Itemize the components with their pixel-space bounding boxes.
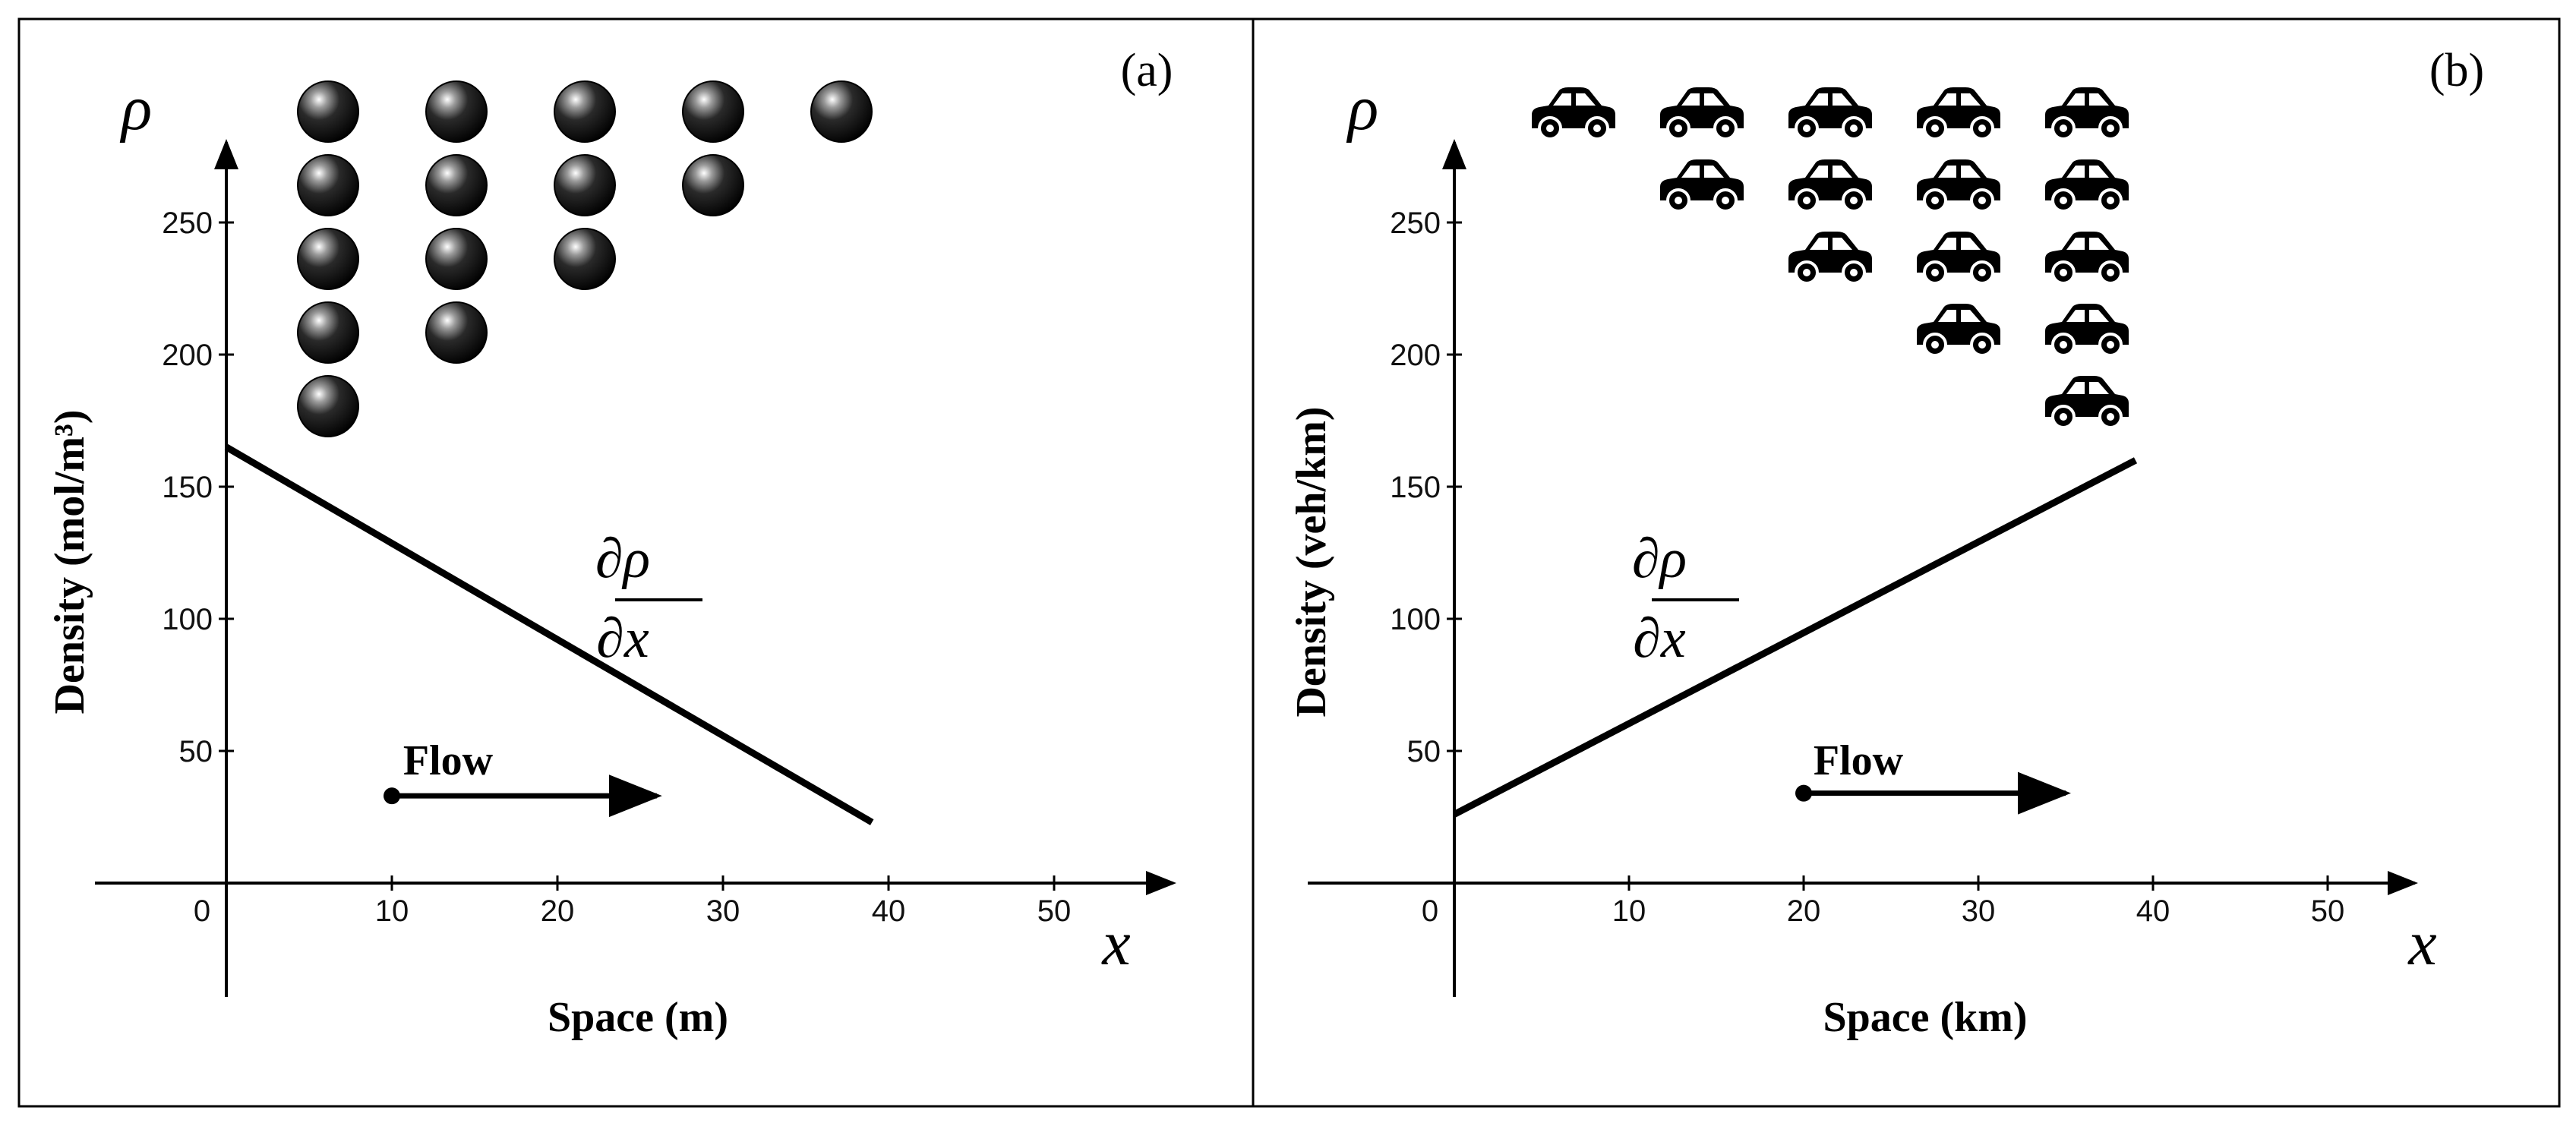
ball-icon (810, 80, 873, 143)
car-icon (2045, 304, 2129, 357)
y-tick-label: 250 (1390, 207, 1441, 240)
ball-icon (554, 228, 616, 290)
y-tick-label: 50 (1407, 735, 1441, 768)
car-icon (1917, 232, 2000, 285)
ball-icon (297, 301, 359, 364)
y-symbol: ρ (1346, 73, 1378, 144)
panel-a: 0 10 20 30 40 50 50 100 150 200 250 (a) ρ x Density (m… (46, 45, 1176, 1041)
ball-icon (297, 154, 359, 216)
panel-b-frame (1252, 17, 2561, 1108)
ball-icon (425, 301, 488, 364)
x-tick-label: 10 (1612, 894, 1646, 928)
panel-label: (b) (2429, 45, 2484, 96)
ball-icon (554, 154, 616, 216)
car-icon (2045, 159, 2129, 213)
ball-icon (682, 80, 744, 143)
y-axis-label: Density (veh/km) (1288, 406, 1335, 717)
derivative-numerator: ∂ρ (1632, 528, 1687, 590)
x-tick-label: 10 (375, 894, 409, 928)
derivative-denominator: ∂x (596, 607, 649, 670)
car-icon (2045, 376, 2129, 429)
x-axis-label: Space (m) (548, 994, 728, 1041)
car-icon (2045, 232, 2129, 285)
ball-icon (297, 228, 359, 290)
x-axis-label: Space (km) (1823, 994, 2027, 1041)
y-tick-label: 200 (162, 339, 213, 372)
car-icon (1788, 159, 1872, 213)
x-tick-label: 40 (2136, 894, 2170, 928)
y-axis-label: Density (mol/m³) (46, 410, 93, 714)
car-icon (2045, 87, 2129, 140)
panel-label: (a) (1121, 45, 1173, 96)
panel-b: 0 10 20 30 40 50 50 100 150 200 250 (b) ρ x Density (v… (1288, 45, 2484, 1041)
y-tick-label: 150 (162, 471, 213, 504)
ball-icon (297, 80, 359, 143)
car-icon (1917, 87, 2000, 140)
density-line (1452, 457, 2138, 818)
x-tick-label: 30 (1962, 894, 1996, 928)
car-icon (1917, 304, 2000, 357)
density-line (224, 443, 874, 825)
x-tick-label: 50 (2311, 894, 2345, 928)
car-icon (1660, 87, 1744, 140)
x-tick-label: 20 (1787, 894, 1821, 928)
ball-icon (425, 80, 488, 143)
car-icon (1917, 159, 2000, 213)
x-symbol: x (1100, 908, 1130, 979)
x-tick-label: 40 (872, 894, 906, 928)
y-symbol: ρ (119, 73, 152, 144)
x-tick-label: 20 (541, 894, 575, 928)
derivative-denominator: ∂x (1633, 607, 1686, 670)
ball-icon (682, 154, 744, 216)
car-icon (1660, 159, 1744, 213)
x-tick-label: 30 (706, 894, 740, 928)
y-tick-label: 50 (179, 735, 213, 768)
y-tick-label: 250 (162, 207, 213, 240)
x-tick-label: 0 (1422, 894, 1438, 928)
y-tick-label: 100 (1390, 603, 1441, 636)
y-tick-label: 100 (162, 603, 213, 636)
car-icon (1532, 87, 1615, 140)
y-tick-label: 200 (1390, 339, 1441, 372)
car-icon (1788, 87, 1872, 140)
y-tick-label: 150 (1390, 471, 1441, 504)
flow-label: Flow (403, 737, 494, 784)
car-icon (1788, 232, 1872, 285)
ball-icon (554, 80, 616, 143)
derivative-numerator: ∂ρ (595, 528, 650, 590)
x-tick-label: 0 (194, 894, 210, 928)
flow-label: Flow (1814, 737, 1904, 784)
ball-icon (297, 375, 359, 437)
x-symbol: x (2407, 908, 2436, 979)
ball-icon (425, 154, 488, 216)
x-tick-label: 50 (1037, 894, 1072, 928)
ball-icon (425, 228, 488, 290)
